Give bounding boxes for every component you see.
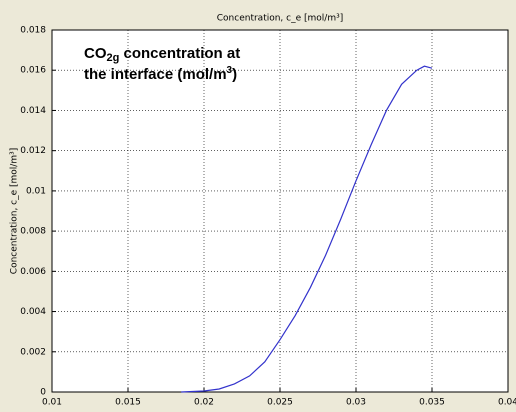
y-tick-label: 0.008 xyxy=(20,227,46,237)
y-tick-label: 0.016 xyxy=(20,66,46,76)
x-tick-label: 0.035 xyxy=(419,398,445,408)
y-tick-label: 0.004 xyxy=(20,307,46,317)
y-tick-label: 0.014 xyxy=(20,106,46,116)
line-series xyxy=(181,65,433,393)
y-tick-label: 0.018 xyxy=(20,26,46,36)
plot-border xyxy=(51,29,509,393)
y-tick-label: 0.012 xyxy=(20,146,46,156)
annotation: the interface (mol/m3) xyxy=(84,65,237,83)
x-tick-label: 0.02 xyxy=(194,398,214,408)
x-tick-label: 0.03 xyxy=(346,398,366,408)
x-tick-label: 0.01 xyxy=(42,398,62,408)
x-tick-label: 0.025 xyxy=(267,398,293,408)
x-tick-label: 0.015 xyxy=(115,398,141,408)
x-tick-label: 0.04 xyxy=(498,398,516,408)
y-axis-label: Concentration, c_e [mol/m³] xyxy=(10,148,20,274)
annotation: CO2g concentration at xyxy=(84,45,240,64)
y-tick-label: 0.006 xyxy=(20,267,46,277)
y-tick-label: 0 xyxy=(40,388,46,398)
y-tick-label: 0.01 xyxy=(26,186,46,196)
chart-title: Concentration, c_e [mol/m³] xyxy=(217,14,343,24)
y-tick-label: 0.002 xyxy=(20,347,46,357)
